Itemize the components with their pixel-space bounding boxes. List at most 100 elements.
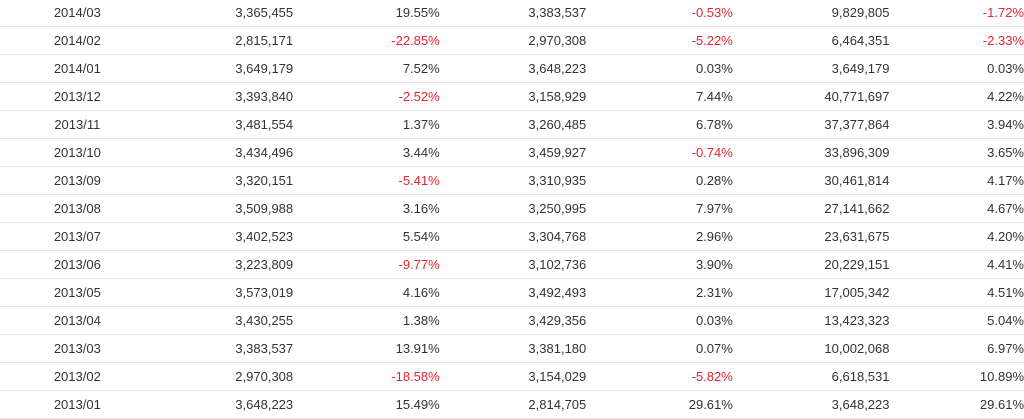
value-2-cell: 3,102,736 (440, 251, 587, 279)
value-2-cell: 3,310,935 (440, 167, 587, 195)
percent-3-cell: 0.03% (890, 55, 1024, 83)
period-cell: 2013/03 (0, 335, 155, 363)
percent-3-cell: -1.72% (890, 0, 1024, 27)
value-3-cell: 6,618,531 (733, 363, 890, 391)
value-1-cell: 3,481,554 (155, 111, 293, 139)
value-1-cell: 2,815,171 (155, 27, 293, 55)
percent-3-cell: 6.97% (890, 335, 1024, 363)
period-cell: 2013/11 (0, 111, 155, 139)
percent-1-cell: -2.52% (293, 83, 440, 111)
percent-1-cell: 4.16% (293, 279, 440, 307)
value-1-cell: 3,402,523 (155, 223, 293, 251)
percent-2-cell: 2.96% (586, 223, 733, 251)
percent-1-cell: 1.37% (293, 111, 440, 139)
period-cell: 2014/02 (0, 27, 155, 55)
value-3-cell: 13,423,323 (733, 307, 890, 335)
value-2-cell: 3,459,927 (440, 139, 587, 167)
percent-1-cell: 3.44% (293, 139, 440, 167)
value-2-cell: 3,383,537 (440, 0, 587, 27)
value-2-cell: 3,260,485 (440, 111, 587, 139)
value-1-cell: 3,320,151 (155, 167, 293, 195)
value-3-cell: 3,648,223 (733, 391, 890, 419)
value-3-cell: 33,896,309 (733, 139, 890, 167)
period-cell: 2013/06 (0, 251, 155, 279)
period-cell: 2013/05 (0, 279, 155, 307)
value-3-cell: 30,461,814 (733, 167, 890, 195)
period-cell: 2014/01 (0, 55, 155, 83)
value-3-cell: 9,829,805 (733, 0, 890, 27)
value-3-cell: 27,141,662 (733, 195, 890, 223)
period-cell: 2013/08 (0, 195, 155, 223)
percent-2-cell: 2.31% (586, 279, 733, 307)
percent-2-cell: 7.44% (586, 83, 733, 111)
value-2-cell: 3,158,929 (440, 83, 587, 111)
percent-1-cell: 3.16% (293, 195, 440, 223)
percent-2-cell: -0.74% (586, 139, 733, 167)
period-cell: 2013/10 (0, 139, 155, 167)
value-3-cell: 23,631,675 (733, 223, 890, 251)
percent-2-cell: 0.03% (586, 55, 733, 83)
percent-3-cell: 4.20% (890, 223, 1024, 251)
percent-3-cell: 3.65% (890, 139, 1024, 167)
period-cell: 2013/07 (0, 223, 155, 251)
percent-2-cell: -5.22% (586, 27, 733, 55)
percent-1-cell: 19.55% (293, 0, 440, 27)
percent-3-cell: 4.67% (890, 195, 1024, 223)
value-1-cell: 3,383,537 (155, 335, 293, 363)
value-1-cell: 3,573,019 (155, 279, 293, 307)
value-2-cell: 3,304,768 (440, 223, 587, 251)
percent-1-cell: 13.91% (293, 335, 440, 363)
percent-1-cell: -18.58% (293, 363, 440, 391)
value-1-cell: 3,434,496 (155, 139, 293, 167)
percent-2-cell: 0.03% (586, 307, 733, 335)
value-2-cell: 3,492,493 (440, 279, 587, 307)
value-2-cell: 3,381,180 (440, 335, 587, 363)
period-cell: 2013/12 (0, 83, 155, 111)
percent-1-cell: 5.54% (293, 223, 440, 251)
percent-1-cell: -22.85% (293, 27, 440, 55)
percent-1-cell: -5.41% (293, 167, 440, 195)
value-3-cell: 6,464,351 (733, 27, 890, 55)
value-3-cell: 3,649,179 (733, 55, 890, 83)
percent-1-cell: 1.38% (293, 307, 440, 335)
value-1-cell: 3,430,255 (155, 307, 293, 335)
value-1-cell: 2,970,308 (155, 363, 293, 391)
value-2-cell: 3,154,029 (440, 363, 587, 391)
value-2-cell: 3,250,995 (440, 195, 587, 223)
percent-3-cell: 5.04% (890, 307, 1024, 335)
value-2-cell: 2,970,308 (440, 27, 587, 55)
percent-3-cell: 4.41% (890, 251, 1024, 279)
percent-3-cell: 3.94% (890, 111, 1024, 139)
percent-2-cell: 7.97% (586, 195, 733, 223)
value-3-cell: 40,771,697 (733, 83, 890, 111)
percent-3-cell: 4.51% (890, 279, 1024, 307)
value-1-cell: 3,393,840 (155, 83, 293, 111)
value-1-cell: 3,223,809 (155, 251, 293, 279)
percent-1-cell: -9.77% (293, 251, 440, 279)
value-2-cell: 3,648,223 (440, 55, 587, 83)
period-cell: 2013/09 (0, 167, 155, 195)
value-1-cell: 3,648,223 (155, 391, 293, 419)
period-cell: 2013/04 (0, 307, 155, 335)
percent-3-cell: 4.22% (890, 83, 1024, 111)
percent-3-cell: 10.89% (890, 363, 1024, 391)
percent-3-cell: 29.61% (890, 391, 1024, 419)
value-2-cell: 2,814,705 (440, 391, 587, 419)
percent-2-cell: 29.61% (586, 391, 733, 419)
percent-1-cell: 15.49% (293, 391, 440, 419)
